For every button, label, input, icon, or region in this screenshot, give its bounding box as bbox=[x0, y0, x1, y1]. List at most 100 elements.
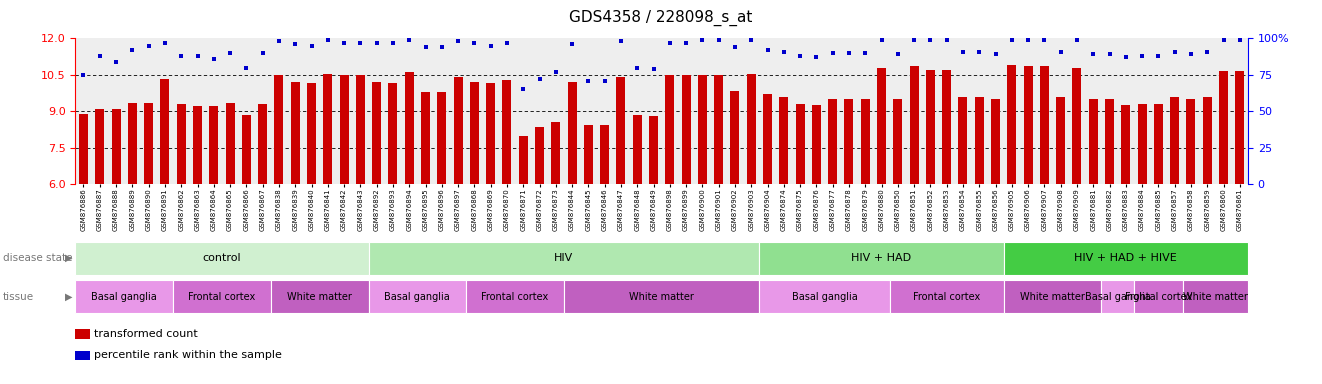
Bar bbox=[698, 75, 707, 184]
Point bbox=[317, 37, 338, 43]
Bar bbox=[682, 75, 690, 184]
Text: Frontal cortex: Frontal cortex bbox=[1125, 291, 1192, 302]
Point bbox=[1001, 37, 1022, 43]
Point bbox=[691, 37, 713, 43]
Point bbox=[89, 53, 110, 59]
Point bbox=[1050, 48, 1071, 55]
Bar bbox=[551, 122, 561, 184]
Point bbox=[122, 47, 143, 53]
Bar bbox=[177, 104, 185, 184]
Bar bbox=[974, 97, 984, 184]
Text: HIV + HAD: HIV + HAD bbox=[851, 253, 912, 263]
Bar bbox=[1121, 105, 1130, 184]
Point bbox=[627, 65, 648, 71]
Text: Basal ganglia: Basal ganglia bbox=[792, 291, 858, 302]
Point bbox=[1116, 54, 1137, 60]
Bar bbox=[502, 80, 512, 184]
Text: transformed count: transformed count bbox=[94, 329, 197, 339]
Text: White matter: White matter bbox=[1021, 291, 1085, 302]
Bar bbox=[925, 70, 935, 184]
Point bbox=[611, 38, 632, 45]
Point bbox=[838, 50, 859, 56]
Text: percentile rank within the sample: percentile rank within the sample bbox=[94, 350, 282, 360]
Bar bbox=[876, 68, 886, 184]
Text: GDS4358 / 228098_s_at: GDS4358 / 228098_s_at bbox=[570, 10, 752, 26]
Point bbox=[382, 40, 403, 46]
Bar bbox=[275, 75, 283, 184]
Text: Frontal cortex: Frontal cortex bbox=[914, 291, 981, 302]
Point bbox=[1083, 51, 1104, 58]
Bar bbox=[1105, 99, 1114, 184]
Point bbox=[920, 37, 941, 43]
Point bbox=[1147, 53, 1169, 59]
Point bbox=[106, 59, 127, 65]
Point bbox=[137, 43, 159, 49]
Point bbox=[1132, 53, 1153, 59]
Bar bbox=[616, 77, 625, 184]
Bar bbox=[226, 103, 234, 184]
Text: White matter: White matter bbox=[287, 291, 352, 302]
Point bbox=[496, 40, 517, 46]
Point bbox=[253, 50, 274, 56]
Point bbox=[204, 56, 225, 62]
Bar bbox=[1023, 66, 1032, 184]
Point bbox=[399, 37, 420, 43]
Point bbox=[1181, 51, 1202, 58]
Bar bbox=[943, 70, 951, 184]
Text: White matter: White matter bbox=[629, 291, 694, 302]
Text: Basal ganglia: Basal ganglia bbox=[91, 291, 157, 302]
Bar bbox=[812, 105, 821, 184]
Bar bbox=[144, 103, 153, 184]
Point bbox=[1018, 37, 1039, 43]
Bar bbox=[747, 74, 756, 184]
Point bbox=[155, 40, 176, 46]
Point bbox=[480, 43, 501, 49]
Bar bbox=[633, 115, 641, 184]
Bar bbox=[780, 97, 788, 184]
Point bbox=[545, 69, 566, 75]
Bar bbox=[518, 136, 527, 184]
Point bbox=[676, 40, 697, 46]
Point bbox=[235, 65, 256, 71]
Bar bbox=[291, 82, 300, 184]
Bar bbox=[1219, 71, 1228, 184]
Point bbox=[301, 43, 323, 49]
Point bbox=[1067, 37, 1088, 43]
Bar bbox=[160, 79, 169, 184]
Point bbox=[969, 48, 990, 55]
Bar bbox=[389, 83, 398, 184]
Point bbox=[1214, 37, 1235, 43]
Point bbox=[854, 50, 875, 56]
Bar bbox=[356, 75, 365, 184]
Text: disease state: disease state bbox=[3, 253, 73, 263]
Bar bbox=[1138, 104, 1146, 184]
Bar bbox=[567, 82, 576, 184]
Point bbox=[1099, 51, 1120, 58]
Point bbox=[219, 50, 241, 56]
Point bbox=[773, 48, 795, 55]
Point bbox=[887, 51, 908, 58]
Text: control: control bbox=[202, 253, 241, 263]
Text: ▶: ▶ bbox=[65, 253, 73, 263]
Point bbox=[936, 37, 957, 43]
Bar bbox=[1007, 65, 1017, 184]
Bar bbox=[665, 75, 674, 184]
Bar bbox=[95, 109, 104, 184]
Point bbox=[171, 53, 192, 59]
Point bbox=[529, 76, 550, 82]
Bar bbox=[828, 99, 837, 184]
Text: Frontal cortex: Frontal cortex bbox=[481, 291, 549, 302]
Bar bbox=[535, 127, 543, 184]
Bar bbox=[1235, 71, 1244, 184]
Point bbox=[284, 41, 305, 47]
Bar bbox=[242, 115, 251, 184]
Point bbox=[724, 44, 746, 50]
Point bbox=[903, 37, 924, 43]
Point bbox=[431, 44, 452, 50]
Bar bbox=[845, 99, 854, 184]
Point bbox=[1034, 37, 1055, 43]
Bar bbox=[324, 74, 332, 184]
Bar bbox=[258, 104, 267, 184]
Bar bbox=[420, 92, 430, 184]
Bar bbox=[1203, 97, 1212, 184]
